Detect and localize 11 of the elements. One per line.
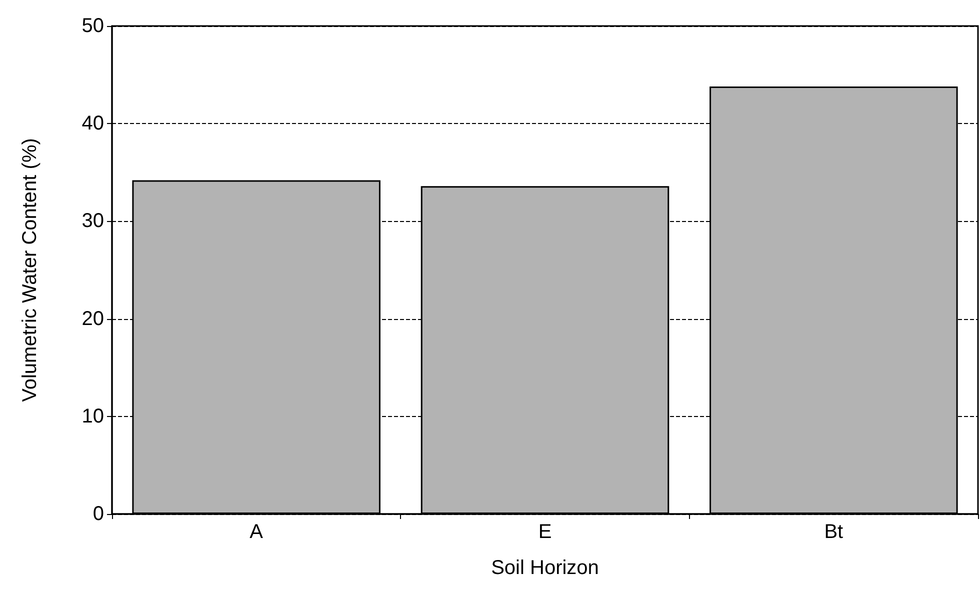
y-tick-label: 50 — [82, 15, 104, 37]
y-tick-label: 10 — [82, 405, 104, 428]
x-tick-label: Bt — [824, 521, 844, 543]
x-tick-label: E — [538, 521, 552, 543]
y-tick-label: 0 — [92, 503, 104, 525]
x-axis-title: Soil Horizon — [491, 557, 599, 579]
y-tick-label: 30 — [82, 210, 104, 232]
y-axis-title: Volumetric Water Content (%) — [19, 138, 41, 402]
x-tick-label: A — [250, 521, 264, 543]
y-tick-label: 40 — [82, 112, 104, 135]
y-tick-label: 20 — [82, 308, 104, 330]
